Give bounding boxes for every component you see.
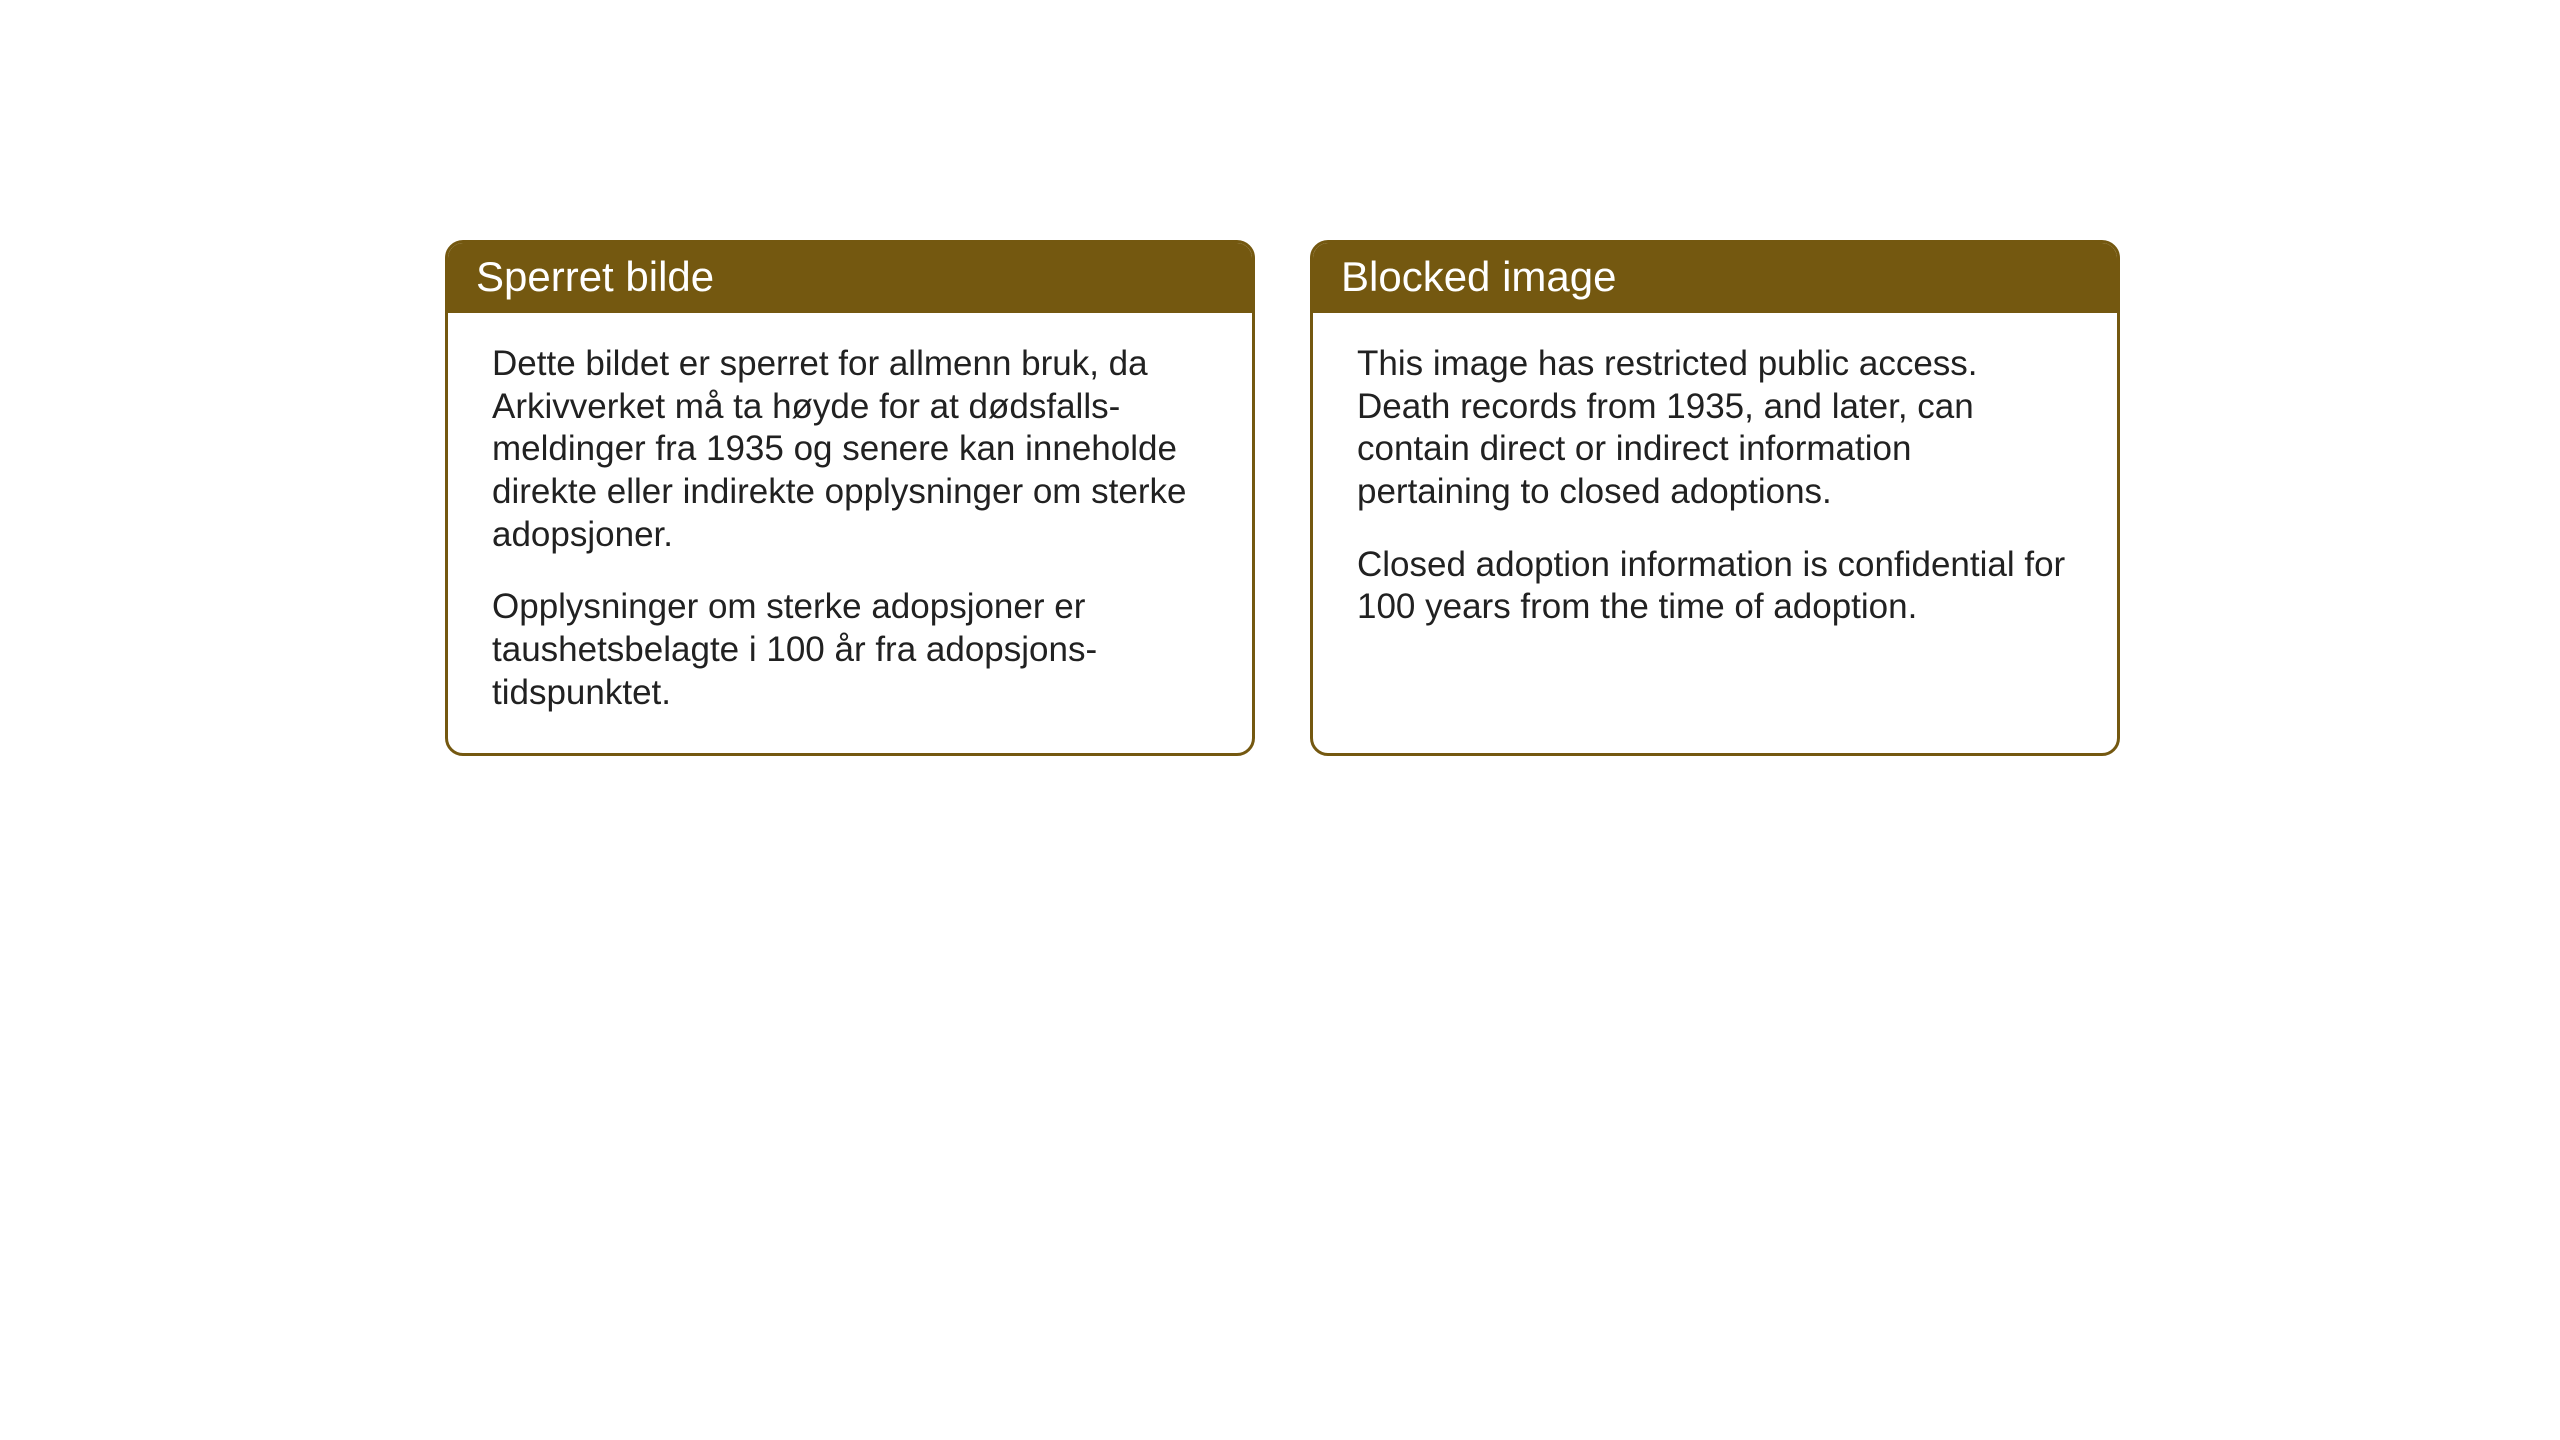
card-english-body: This image has restricted public access.… (1313, 313, 2117, 713)
card-english-paragraph-2: Closed adoption information is confident… (1357, 544, 2073, 629)
card-norwegian-title: Sperret bilde (448, 243, 1252, 313)
card-english-paragraph-1: This image has restricted public access.… (1357, 343, 2073, 514)
card-norwegian-paragraph-2: Opplysninger om sterke adopsjoner er tau… (492, 586, 1208, 714)
card-norwegian-paragraph-1: Dette bildet er sperret for allmenn bruk… (492, 343, 1208, 556)
card-norwegian-body: Dette bildet er sperret for allmenn bruk… (448, 313, 1252, 753)
card-english: Blocked image This image has restricted … (1310, 240, 2120, 756)
card-english-title: Blocked image (1313, 243, 2117, 313)
card-norwegian: Sperret bilde Dette bildet er sperret fo… (445, 240, 1255, 756)
cards-container: Sperret bilde Dette bildet er sperret fo… (445, 240, 2120, 756)
